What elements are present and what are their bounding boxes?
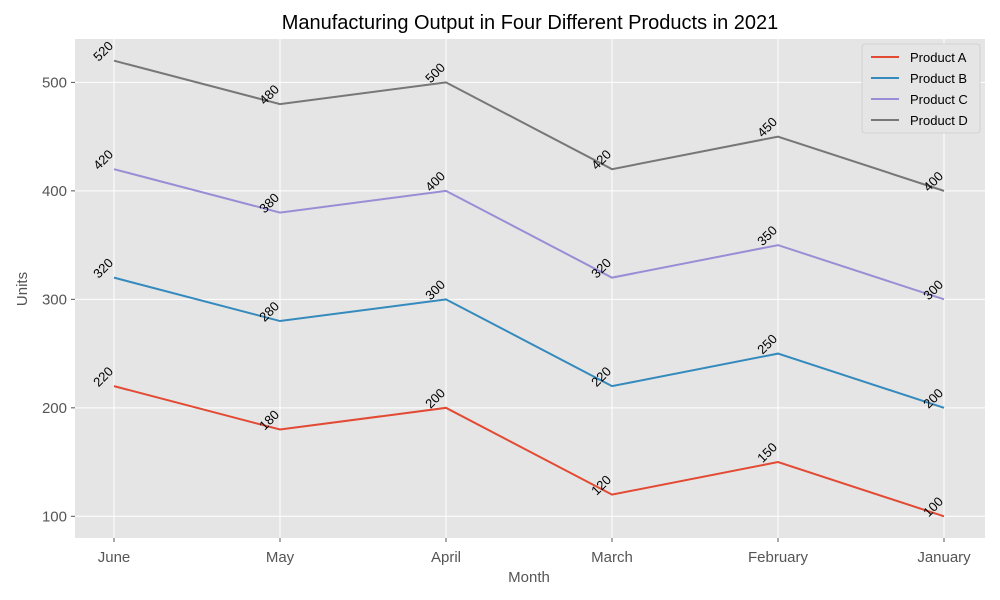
y-axis-title: Units [14,272,31,306]
series-line-product-c [113,168,945,301]
y-tick-label: 200 [42,400,67,417]
x-tick-label: March [591,549,633,566]
legend: Product A Product B Product C Product D [861,43,981,134]
x-axis-ticks: June May April March February January [98,538,971,566]
x-axis-title: Month [508,569,550,586]
x-tick-label: June [98,549,131,566]
legend-label: Product C [910,92,968,107]
legend-label: Product B [910,71,967,86]
series-lines [113,59,945,518]
legend-label: Product D [910,113,968,128]
series-line-product-a [113,385,945,518]
series-line-product-d [113,59,945,192]
y-tick-label: 400 [42,183,67,200]
legend-box [861,43,981,134]
x-tick-label: January [917,549,971,566]
y-tick-label: 500 [42,74,67,91]
x-tick-label: April [431,549,461,566]
plot-area [75,39,985,538]
series-line-product-b [113,276,945,409]
y-tick-label: 300 [42,291,67,308]
chart-title: Manufacturing Output in Four Different P… [282,12,779,34]
legend-label: Product A [910,50,967,65]
x-tick-label: May [266,549,295,566]
y-axis-ticks: 100 200 300 400 500 [42,74,75,525]
y-tick-label: 100 [42,508,67,525]
x-tick-label: February [748,549,809,566]
